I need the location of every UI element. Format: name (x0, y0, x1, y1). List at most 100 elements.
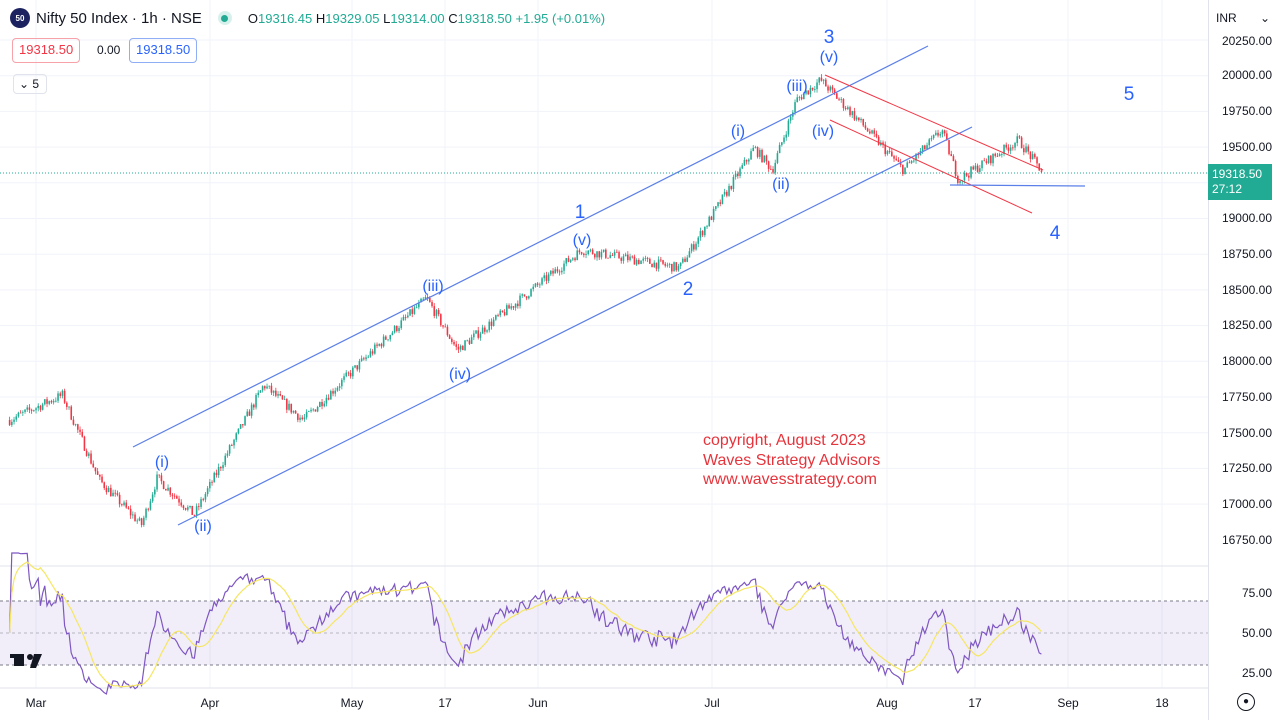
candle (671, 263, 673, 272)
candle (759, 149, 761, 157)
candle (572, 258, 574, 260)
candle (893, 156, 895, 159)
wave-label[interactable]: (iv) (448, 366, 472, 383)
candle (627, 254, 629, 261)
candle (61, 390, 64, 396)
candle (591, 249, 594, 254)
buy-price-button[interactable]: 19318.50 (129, 38, 198, 63)
candle (83, 436, 86, 451)
candle (46, 399, 48, 404)
candle (151, 494, 154, 502)
candle (237, 428, 240, 434)
candle (393, 326, 396, 333)
chart-canvas[interactable] (0, 0, 1208, 720)
candle (543, 275, 546, 279)
candle (844, 108, 847, 110)
candle (532, 286, 535, 290)
wave-label-4[interactable]: 4 (1049, 223, 1061, 244)
symbol-title[interactable]: Nifty 50 Index · 1h · NSE (36, 9, 202, 27)
candle (11, 421, 13, 425)
candle (334, 390, 337, 394)
candle (107, 487, 110, 493)
wave-label-5[interactable]: 5 (1123, 84, 1135, 105)
candle (231, 445, 233, 446)
candle (68, 406, 70, 408)
indicators-collapse-button[interactable]: ⌄ 5 (13, 74, 47, 94)
market-status-icon[interactable] (217, 11, 232, 25)
red-channel-upper[interactable] (824, 74, 1044, 171)
candle (822, 79, 825, 81)
candle (125, 502, 128, 508)
candle (972, 166, 975, 170)
symbol-header: 50 Nifty 50 Index · 1h · NSE O19316.45 H… (10, 6, 605, 30)
wave-label[interactable]: (ii) (772, 176, 790, 193)
wave-label[interactable]: (iii) (422, 278, 444, 295)
candle (343, 376, 345, 380)
price-axis[interactable]: 20250.00 20000.00 19750.00 19500.00 1900… (1208, 0, 1280, 720)
candle (213, 472, 216, 483)
bar-countdown: 27:12 (1212, 182, 1243, 196)
candle (481, 327, 484, 334)
settings-gear-icon[interactable]: ● (1237, 693, 1255, 711)
candle (1034, 154, 1036, 158)
wave-label[interactable]: (i) (154, 454, 170, 471)
price-tick: 18000.00 (1221, 354, 1272, 368)
candle (321, 401, 323, 407)
candle (954, 161, 957, 176)
candle (910, 160, 913, 163)
tradingview-logo-icon[interactable] (10, 654, 42, 668)
candle (618, 252, 620, 259)
wave-label[interactable]: (v) (819, 49, 839, 66)
candle (400, 320, 403, 329)
candle (873, 130, 876, 134)
candle (101, 476, 103, 483)
candle (319, 401, 321, 408)
candle (127, 507, 130, 509)
candle (875, 133, 878, 137)
wave-label-1[interactable]: 1 (574, 202, 586, 223)
candle (382, 336, 385, 347)
candle (411, 309, 414, 314)
candle (569, 259, 572, 262)
candle (853, 111, 856, 120)
wave-label[interactable]: (iv) (811, 123, 835, 140)
candle (63, 390, 66, 403)
candle (189, 505, 191, 508)
candle (169, 487, 172, 495)
candle (466, 340, 469, 342)
candle (646, 258, 649, 259)
candle (734, 173, 737, 177)
red-channel-lower[interactable] (829, 119, 1033, 214)
candle (457, 346, 460, 350)
candle (220, 466, 222, 469)
wave-label-3[interactable]: 3 (823, 27, 835, 48)
candle (534, 283, 537, 287)
candle (24, 409, 26, 412)
wave-label-2[interactable]: 2 (682, 279, 694, 300)
symbol-logo: 50 (10, 8, 30, 28)
wave-label[interactable]: (iii) (786, 78, 808, 95)
candle (981, 160, 983, 169)
candle (371, 351, 374, 354)
channel-lower-trendline[interactable] (177, 126, 973, 526)
candle (477, 330, 480, 338)
price-tick: 18250.00 (1221, 318, 1272, 332)
copyright-text: copyright, August 2023 (703, 432, 866, 449)
candle (545, 275, 548, 281)
wave-label[interactable]: (v) (572, 232, 592, 249)
channel-upper-trendline[interactable] (132, 45, 929, 448)
candle (310, 409, 312, 412)
candle (624, 254, 627, 257)
candle (525, 296, 528, 299)
sell-price-button[interactable]: 19318.50 (12, 38, 81, 63)
support-line[interactable] (949, 184, 1086, 187)
candle (486, 330, 488, 332)
wave-label[interactable]: (i) (730, 123, 746, 140)
wave-label[interactable]: (ii) (194, 518, 212, 535)
candle (508, 305, 510, 309)
candle (385, 336, 387, 340)
candle (855, 117, 858, 120)
candle (503, 312, 506, 316)
candle (235, 433, 238, 440)
currency-select[interactable]: INR ⌄ (1212, 6, 1274, 30)
